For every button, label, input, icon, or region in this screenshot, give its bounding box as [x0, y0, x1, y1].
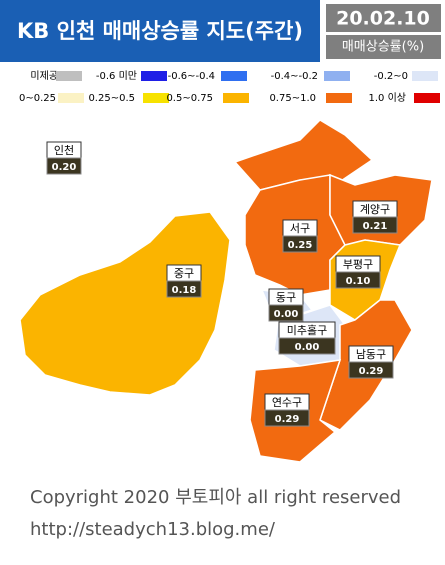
region-name: 동구	[276, 291, 296, 304]
date-box	[326, 4, 441, 32]
title: KB 인천 매매상승률 지도(주간)	[17, 19, 303, 43]
region-value: 0.20	[52, 162, 77, 173]
unit-box	[326, 35, 441, 59]
region-name: 연수구	[272, 396, 302, 409]
region-name: 중구	[174, 267, 194, 280]
region-junggu	[19, 211, 231, 396]
region-value-box	[348, 361, 394, 379]
legend-swatch	[223, 93, 249, 103]
legend-swatch	[326, 93, 352, 103]
legend-swatch	[221, 71, 247, 81]
legend-swatch	[58, 93, 84, 103]
legend-swatch	[324, 71, 350, 81]
legend-swatch	[143, 93, 169, 103]
legend-label: 0.75~1.0	[269, 93, 316, 104]
region-value: 0.00	[295, 342, 320, 353]
region-value: 0.18	[172, 285, 197, 296]
legend-swatch	[141, 71, 167, 81]
url: http://steadych13.blog.me/	[30, 519, 276, 540]
legend-label: -0.6 미만	[96, 70, 137, 82]
legend-label: 미제공	[30, 70, 58, 82]
copyright: Copyright 2020 부토피아 all right reserved	[30, 487, 401, 508]
region-name: 계양구	[360, 203, 390, 216]
unit: 매매상승률(%)	[342, 40, 424, 55]
legend-label: -0.2~0	[374, 71, 408, 82]
region-name: 미추홀구	[287, 324, 327, 337]
region-value-box	[282, 235, 318, 253]
legend: 미제공 -0.6 미만 -0.6~-0.4 -0.4~-0.2 -0.2~0 0~0.25…	[19, 70, 440, 104]
region-name: 남동구	[356, 348, 386, 361]
region-value-box	[46, 157, 82, 175]
map	[19, 119, 433, 463]
region-labels: 인천 0.20 서구 0.25 계양구 0.21 부평구 0.10 중구 0.18 동구 0.00 미추…	[46, 141, 398, 427]
legend-label: -0.6~-0.4	[168, 71, 215, 82]
region-name: 서구	[290, 222, 310, 235]
region-value: 0.10	[346, 276, 371, 287]
region-value-box	[352, 216, 398, 234]
title-box	[0, 0, 320, 62]
legend-label: -0.4~-0.2	[271, 71, 318, 82]
date: 20.02.10	[336, 8, 430, 30]
region-value-box	[335, 271, 381, 289]
legend-label: 1.0 이상	[369, 92, 406, 104]
region-value: 0.29	[275, 414, 300, 425]
region-value: 0.21	[363, 221, 388, 232]
region-value-box	[264, 409, 310, 427]
region-value: 0.00	[274, 309, 299, 320]
legend-label: 0.5~0.75	[166, 93, 213, 104]
region-name: 부평구	[343, 258, 373, 271]
region-value-box	[268, 304, 304, 322]
region-name: 인천	[54, 143, 74, 157]
region-value-box	[278, 337, 336, 355]
region-value: 0.29	[359, 366, 384, 377]
legend-swatch	[56, 71, 82, 81]
region-value-box	[166, 280, 202, 298]
legend-swatch	[412, 71, 438, 81]
legend-label: 0~0.25	[19, 93, 56, 104]
legend-swatch	[414, 93, 440, 103]
legend-label: 0.25~0.5	[88, 93, 135, 104]
region-value: 0.25	[288, 240, 313, 251]
